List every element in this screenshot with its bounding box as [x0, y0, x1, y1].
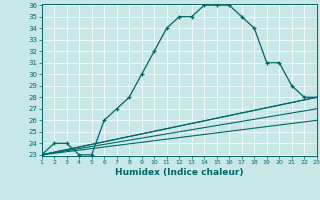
X-axis label: Humidex (Indice chaleur): Humidex (Indice chaleur)	[115, 168, 244, 177]
